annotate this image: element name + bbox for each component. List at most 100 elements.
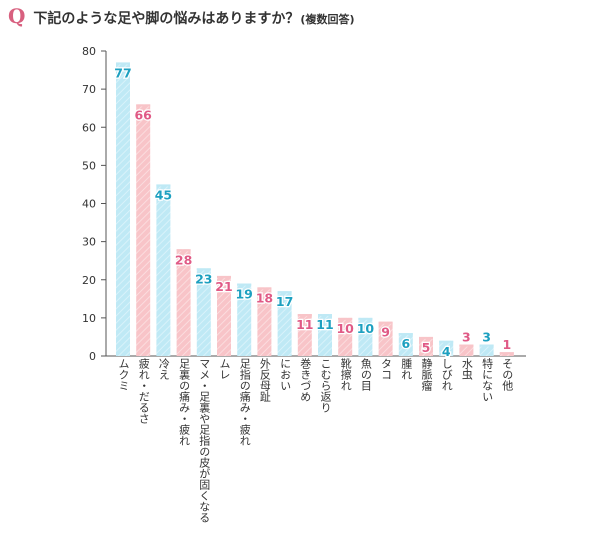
- bar: [499, 352, 514, 356]
- category-label: ムクミ: [117, 358, 130, 391]
- y-tick-label: 20: [82, 274, 96, 287]
- bar-cap: [136, 104, 151, 107]
- bar-fill: [318, 314, 332, 356]
- category-label: 外反母趾: [258, 358, 272, 402]
- bar-value-label: 21: [215, 279, 232, 294]
- bar-cap: [439, 340, 454, 343]
- category-label: 水虫: [460, 358, 474, 380]
- bar-value-label: 3: [482, 330, 491, 345]
- bar-cap: [196, 268, 211, 271]
- bar-value-label: 11: [316, 317, 333, 332]
- bar-value-label: 45: [155, 187, 172, 202]
- category-label: しびれ: [440, 358, 454, 391]
- category-label: その他: [500, 358, 514, 391]
- y-tick-label: 0: [89, 350, 96, 363]
- bar: [217, 275, 231, 356]
- bar: [277, 291, 292, 356]
- bar-cap: [116, 62, 130, 65]
- question-mark: Q: [8, 4, 26, 28]
- category-label: 冷え: [157, 358, 171, 380]
- bar-fill: [439, 340, 454, 356]
- bar: [237, 283, 252, 356]
- bar-value-label: 23: [195, 271, 212, 286]
- bar-cap: [156, 184, 171, 187]
- bar-value-label: 5: [422, 340, 431, 355]
- category-label: 特にない: [480, 358, 494, 402]
- bar: [419, 336, 433, 356]
- bar-cap: [378, 321, 393, 324]
- bar-fill: [136, 104, 151, 356]
- bar-fill: [479, 344, 494, 356]
- bar-fill: [237, 283, 252, 356]
- bar-cap: [297, 314, 312, 317]
- bar-fill: [277, 291, 292, 356]
- chart-bars: [116, 62, 514, 356]
- bar: [459, 344, 474, 356]
- bar-fill: [358, 317, 373, 356]
- bar: [297, 314, 312, 356]
- bar-cap: [318, 314, 332, 317]
- category-label: こむら返り: [319, 358, 332, 413]
- y-tick-label: 50: [82, 159, 96, 172]
- bar: [358, 317, 373, 356]
- bar-cap: [257, 287, 272, 290]
- bar: [378, 321, 393, 356]
- bar-value-label: 10: [336, 321, 354, 336]
- bar-fill: [196, 268, 211, 356]
- bar-cap: [277, 291, 292, 294]
- bar-value-label: 17: [276, 294, 293, 309]
- bar: [257, 287, 272, 356]
- question-header: Q 下記のような足や脚の悩みはありますか？ (複数回答): [8, 4, 354, 28]
- bar-fill: [116, 62, 130, 356]
- bar-fill: [338, 317, 353, 356]
- bar-fill: [257, 287, 272, 356]
- bar: [196, 268, 211, 356]
- category-label: 疲れ・だるさ: [137, 358, 151, 424]
- bar: [479, 344, 494, 356]
- bar-value-label: 6: [401, 336, 410, 351]
- bar-cap: [176, 249, 191, 252]
- category-label: 静脈瘤: [420, 358, 433, 391]
- bar-fill: [176, 249, 191, 356]
- y-tick-label: 70: [82, 83, 96, 96]
- bar: [116, 62, 130, 356]
- category-label: 腫れ: [399, 358, 413, 380]
- bar-value-label: 9: [381, 325, 390, 340]
- bar-value-label: 28: [175, 252, 192, 267]
- question-note: (複数回答): [300, 13, 355, 26]
- y-tick-label: 30: [82, 236, 96, 249]
- chart-axes: 0 10 20 30 40 50 60 70 80: [82, 45, 526, 363]
- bar-fill: [156, 184, 171, 356]
- bar-fill: [297, 314, 312, 356]
- bar-cap: [338, 317, 353, 320]
- category-label: 魚の目: [359, 358, 373, 391]
- category-label: 巻きづめ: [298, 358, 312, 402]
- y-tick-label: 80: [82, 45, 96, 58]
- bar-value-label: 19: [235, 287, 252, 302]
- bar: [398, 333, 413, 356]
- bar-cap: [217, 275, 231, 278]
- question-text: 下記のような足や脚の悩みはありますか？: [33, 11, 300, 27]
- bar-value-label: 11: [296, 317, 313, 332]
- bar-fill: [419, 336, 433, 356]
- bar-cap: [419, 336, 433, 339]
- bar-value-label: 10: [357, 321, 375, 336]
- bar-fill: [217, 275, 231, 356]
- bar-fill: [459, 344, 474, 356]
- bar-value-label: 4: [442, 344, 451, 359]
- y-tick-label: 60: [82, 121, 96, 134]
- bar: [136, 104, 151, 356]
- category-label: 足指の痛み・疲れ: [238, 358, 252, 446]
- y-tick-label: 40: [82, 198, 96, 211]
- bar-value-label: 1: [502, 337, 511, 352]
- bar-cap: [398, 333, 413, 336]
- bar: [318, 314, 332, 356]
- category-label: におい: [278, 358, 292, 391]
- bar-cap: [358, 317, 373, 320]
- bar: [338, 317, 353, 356]
- bar-fill: [398, 333, 413, 356]
- category-label: マメ・足裏や足指の皮が固くなる: [197, 358, 211, 523]
- bar-value-label: 66: [134, 107, 152, 122]
